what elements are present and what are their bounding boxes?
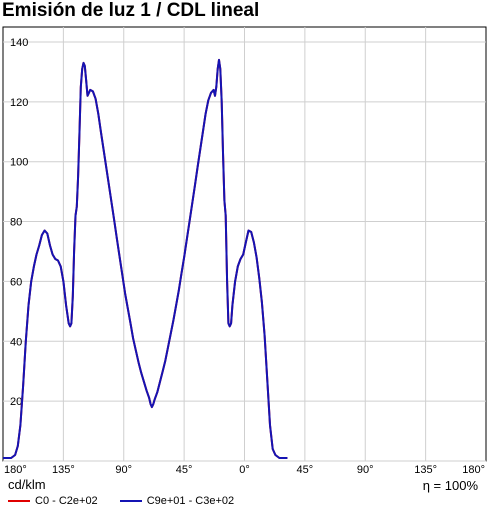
intensity-chart: 20 40 60 80 100 120 140 180° 135° 90° 45° 0° 45° 90°… (2, 26, 487, 476)
y-tick-label-100: 100 (10, 157, 28, 169)
chart-title: Emisión de luz 1 / CDL lineal (2, 0, 260, 21)
legend-item-c90: C9e+01 - C3e+02 (119, 495, 235, 507)
series-line-1 (3, 58, 288, 459)
y-tick-label-80: 80 (10, 217, 22, 229)
x-tick-labels: 180° 135° 90° 45° 0° 45° 90° 135° 180° (4, 464, 485, 476)
y-tick-labels: 20 40 60 80 100 120 140 (10, 37, 28, 408)
x-tick-label-0: 180° (4, 464, 27, 476)
x-tick-label-4: 0° (239, 464, 250, 476)
efficiency-label: η = 100% (422, 478, 478, 493)
legend-swatch-c90 (119, 500, 142, 502)
x-tick-label-8: 180° (462, 464, 485, 476)
y-unit-label: cd/klm (8, 477, 46, 492)
y-tick-label-140: 140 (10, 37, 28, 49)
y-tick-label-20: 20 (10, 396, 22, 408)
x-tick-label-7: 135° (414, 464, 437, 476)
legend-swatch-c0 (8, 500, 30, 502)
x-tick-label-6: 90° (357, 464, 374, 476)
y-tick-label-40: 40 (10, 336, 22, 348)
legend-label-c0: C0 - C2e+02 (35, 495, 98, 507)
x-tick-label-3: 45° (176, 464, 193, 476)
legend-item-c0: C0 - C2e+02 (8, 495, 98, 507)
x-tick-label-2: 90° (115, 464, 132, 476)
y-tick-label-60: 60 (10, 276, 22, 288)
legend-label-c90: C9e+01 - C3e+02 (146, 495, 235, 507)
x-tick-label-1: 135° (52, 464, 75, 476)
y-tick-label-120: 120 (10, 97, 28, 109)
series-lines (3, 58, 288, 459)
x-tick-label-5: 45° (297, 464, 314, 476)
legend: C0 - C2e+02 C9e+01 - C3e+02 (8, 495, 256, 507)
